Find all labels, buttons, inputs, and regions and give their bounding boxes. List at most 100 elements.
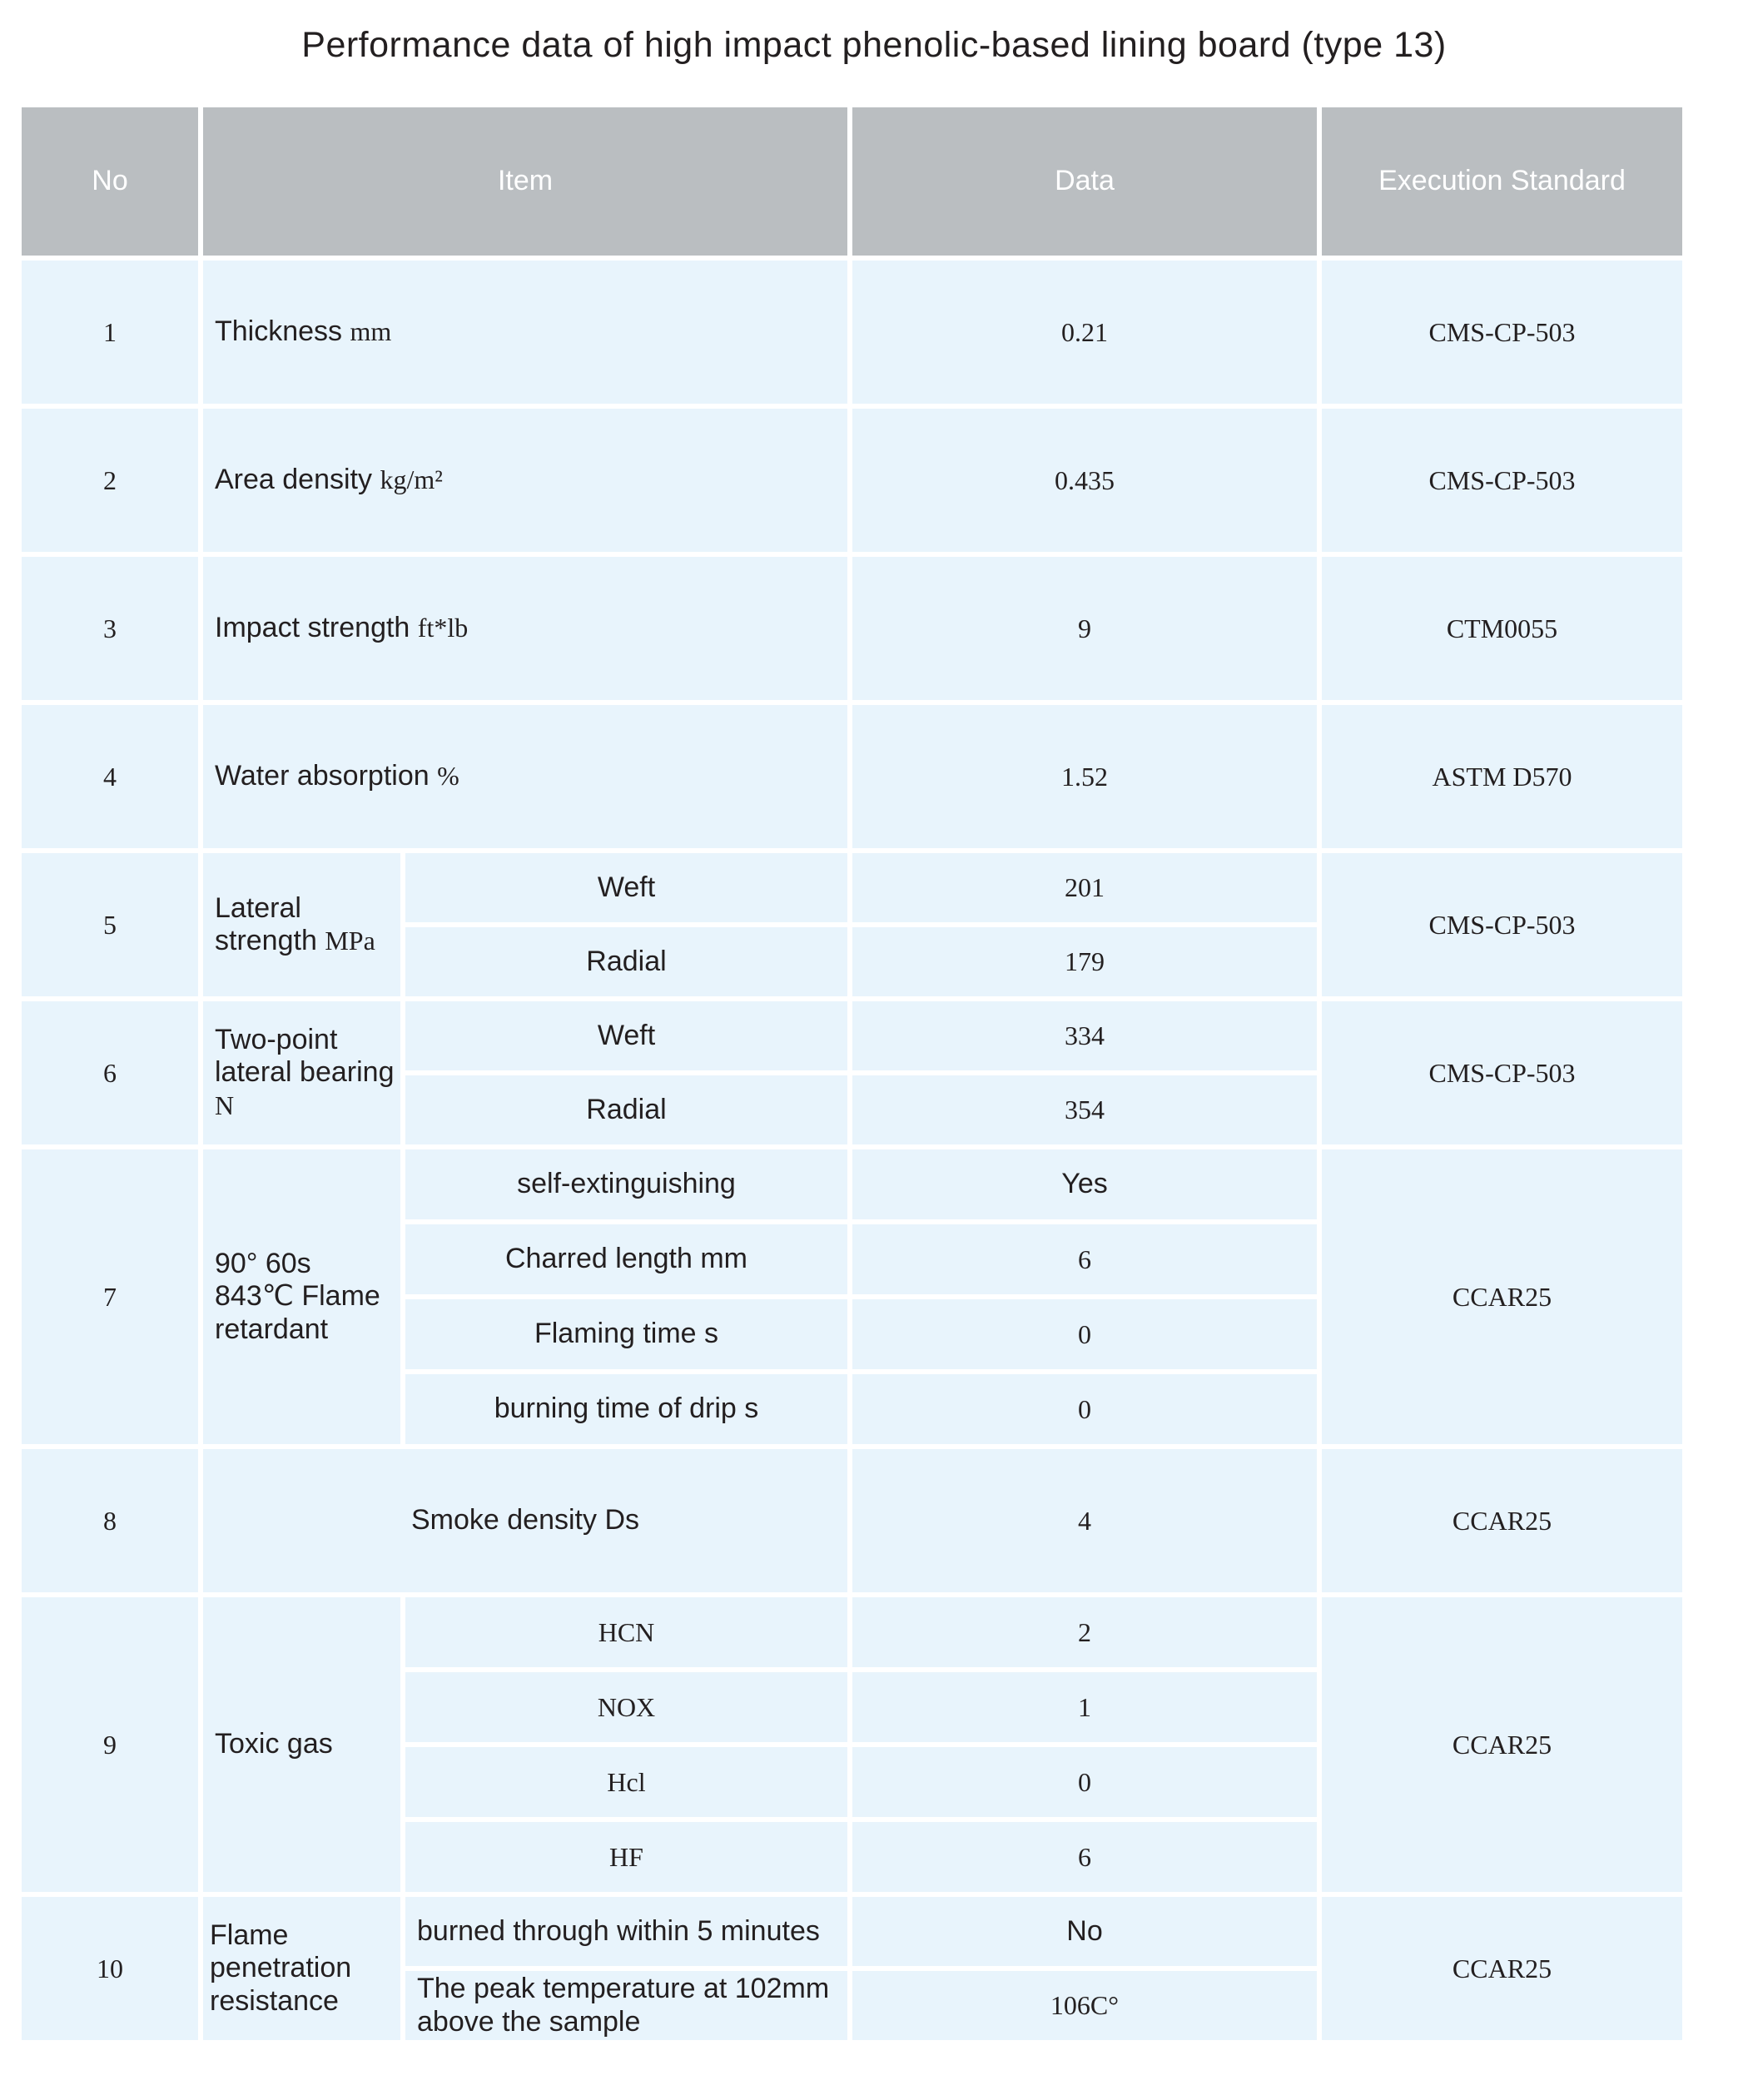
item-cell: Thickness mm [203,261,847,404]
table-row: Hcl 0 [22,1747,1682,1817]
row-number: 3 [22,557,198,700]
sub-item-label: NOX [405,1672,847,1742]
item-label: Impact strength [215,612,410,644]
execution-standard: CCAR25 [1322,1897,1682,2040]
header-no: No [22,107,198,256]
execution-standard: CMS-CP-503 [1322,853,1682,996]
execution-standard: CCAR25 [1322,1597,1682,1892]
row-number: 1 [22,261,198,404]
sub-item-label: The peak temperature at 102mm above the … [405,1971,847,2040]
item-label: Two-point lateral bearing [215,1024,395,1089]
table-row: 3 Impact strength ft*lb 9 CTM0055 [22,557,1682,700]
table-row: 8 Smoke density Ds 4 CCAR25 [22,1449,1682,1592]
sub-item-label: Weft [405,1001,847,1070]
table-row: 9 Toxic gas HCN 2 CCAR25 [22,1597,1682,1892]
item-label: Flame penetration resistance [210,1919,352,2017]
data-value: 0 [852,1374,1317,1444]
table-row: 5 Lateral strength MPa Weft 201 CMS-CP-503 [22,853,1682,996]
table-row: 6 Two-point lateral bearing N Weft 334 CMS-C… [22,1001,1682,1144]
item-cell: Lateral strength MPa [203,853,400,996]
data-value: 0.21 [852,261,1317,404]
data-value: 1 [852,1672,1317,1742]
row-number: 2 [22,409,198,552]
execution-standard: ASTM D570 [1322,705,1682,848]
data-value: 9 [852,557,1317,700]
item-label: Thickness [215,315,343,348]
data-value: 2 [852,1597,1317,1667]
data-value: 179 [852,927,1317,996]
data-value: 1.52 [852,705,1317,848]
table-row: 10 Flame penetration resistance burned thr… [22,1897,1682,2040]
execution-standard: CCAR25 [1322,1449,1682,1592]
page-title: Performance data of high impact phenolic… [301,25,1447,65]
data-value: 201 [852,853,1317,922]
data-value: Yes [852,1149,1317,1219]
item-cell: Flame penetration resistance [203,1897,400,2040]
table-row: Radial 179 [22,927,1682,996]
data-value: 334 [852,1001,1317,1070]
sub-item-label: Hcl [405,1747,847,1817]
header-item: Item [203,107,847,256]
sub-item-label: HF [405,1822,847,1892]
table-row: NOX 1 [22,1672,1682,1742]
row-number: 6 [22,1001,198,1144]
item-unit: kg/m² [380,464,443,495]
item-unit: N [215,1090,235,1120]
item-unit: ft*lb [417,613,469,643]
row-number: 4 [22,705,198,848]
item-label: Water absorption [215,760,430,792]
table-row: 1 Thickness mm 0.21 CMS-CP-503 [22,261,1682,404]
item-cell: Two-point lateral bearing N [203,1001,400,1144]
header-data: Data [852,107,1317,256]
item-label: Toxic gas [215,1728,333,1760]
table-row: 7 90° 60s 843℃ Flame retardant self-exting… [22,1149,1682,1444]
row-number: 10 [22,1897,198,2040]
table-row: 2 Area density kg/m² 0.435 CMS-CP-503 [22,409,1682,552]
item-label: Lateral strength [215,891,317,956]
sub-item-label: HCN [405,1597,847,1667]
item-cell: Impact strength ft*lb [203,557,847,700]
data-value: 0 [852,1747,1317,1817]
row-number: 5 [22,853,198,996]
row-number: 7 [22,1149,198,1444]
execution-standard: CMS-CP-503 [1322,409,1682,552]
item-unit: mm [350,316,392,347]
item-label: Area density [215,464,372,496]
sub-item-label: Radial [405,1075,847,1144]
table-row: Charred length mm 6 [22,1224,1682,1294]
item-label: Smoke density Ds [411,1504,639,1537]
data-value: 354 [852,1075,1317,1144]
execution-standard: CMS-CP-503 [1322,261,1682,404]
performance-table: No Item Data Execution Standard 1 Thickne… [17,102,1687,2045]
item-label: 90° 60s 843℃ Flame retardant [215,1248,380,1345]
data-value: 0.435 [852,409,1317,552]
data-value: 4 [852,1449,1317,1592]
header-standard: Execution Standard [1322,107,1682,256]
header-row: No Item Data Execution Standard [22,107,1682,256]
row-number: 8 [22,1449,198,1592]
sub-item-label: Radial [405,927,847,996]
data-value: 106C° [852,1971,1317,2040]
table-row: Radial 354 [22,1075,1682,1144]
item-unit: MPa [325,926,375,956]
data-value: No [852,1897,1317,1966]
sub-item-label: burning time of drip s [405,1374,847,1444]
data-value: 6 [852,1224,1317,1294]
execution-standard: CTM0055 [1322,557,1682,700]
execution-standard: CMS-CP-503 [1322,1001,1682,1144]
sub-item-label: burned through within 5 minutes [405,1897,847,1966]
table-row: HF 6 [22,1822,1682,1892]
row-number: 9 [22,1597,198,1892]
item-cell: Toxic gas [203,1597,400,1892]
item-cell: Water absorption % [203,705,847,848]
data-value: 0 [852,1299,1317,1369]
item-cell: 90° 60s 843℃ Flame retardant [203,1149,400,1444]
sub-item-label: Weft [405,853,847,922]
item-cell: Area density kg/m² [203,409,847,552]
sub-item-label: Flaming time s [405,1299,847,1369]
data-value: 6 [852,1822,1317,1892]
sub-item-label: self-extinguishing [405,1149,847,1219]
table-row: 4 Water absorption % 1.52 ASTM D570 [22,705,1682,848]
